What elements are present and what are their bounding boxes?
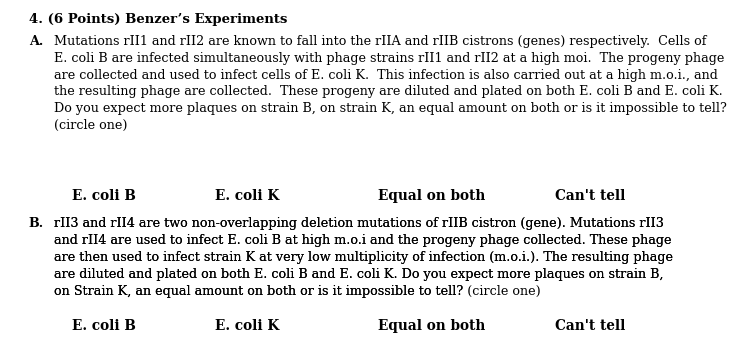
Text: E. coli K: E. coli K (215, 189, 279, 203)
Text: B.: B. (29, 217, 44, 231)
Text: Equal on both: Equal on both (378, 319, 485, 334)
Text: E. coli B: E. coli B (72, 189, 136, 203)
Text: rII3 and rII4 are two non-overlapping deletion mutations of rIIB cistron (gene).: rII3 and rII4 are two non-overlapping de… (54, 217, 673, 298)
Text: E. coli B: E. coli B (72, 319, 136, 334)
Text: 4. (6 Points) Benzer’s Experiments: 4. (6 Points) Benzer’s Experiments (29, 13, 287, 26)
Text: rII3 and rII4 are two non-overlapping deletion mutations of rIIB cistron (gene).: rII3 and rII4 are two non-overlapping de… (54, 217, 673, 298)
Text: Can't tell: Can't tell (555, 319, 625, 334)
Text: E. coli K: E. coli K (215, 319, 279, 334)
Text: Can't tell: Can't tell (555, 189, 625, 203)
Text: Equal on both: Equal on both (378, 189, 485, 203)
Text: Mutations rII1 and rII2 are known to fall into the rIIA and rIIB cistrons (genes: Mutations rII1 and rII2 are known to fal… (54, 35, 727, 132)
Text: A.: A. (29, 35, 43, 48)
